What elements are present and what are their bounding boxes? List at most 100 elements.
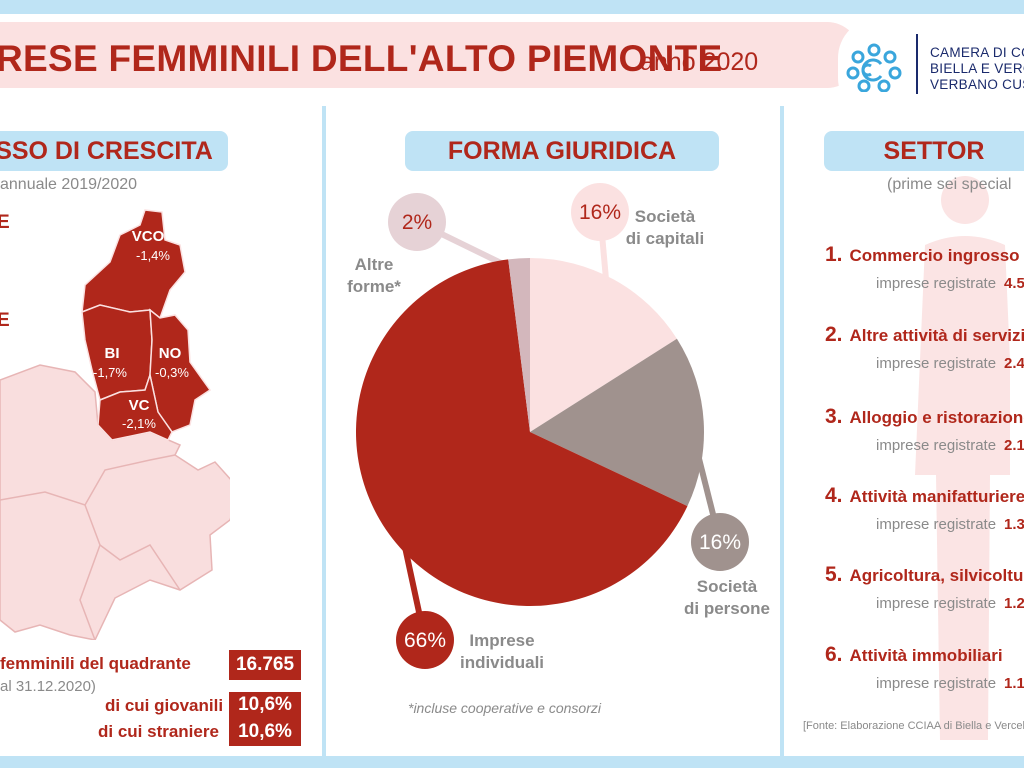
sector-item-5-registered: imprese registrate 1.28 [876, 595, 1024, 612]
sector-item-4-number: 4. [825, 484, 843, 507]
column-divider-left [322, 106, 326, 756]
sector-item-5-number: 5. [825, 563, 843, 586]
total-value: 16.765 [229, 650, 301, 680]
sector-item-2-reg-label: imprese registrate [876, 355, 997, 372]
sector-item-5-value: 1.28 [1004, 595, 1024, 612]
pie-bubble-persone [691, 513, 749, 571]
young-value: 10,6% [229, 692, 301, 718]
map-label-vco-code: VCO [132, 228, 165, 245]
sectors-header: SETTOR [824, 131, 1024, 171]
total-note: al 31.12.2020) [0, 678, 96, 695]
foreign-value: 10,6% [229, 718, 301, 746]
chamber-logo-icon [846, 43, 902, 92]
sector-item-2: 2. Altre attività di servizi [825, 323, 1024, 347]
sector-item-5: 5. Agricoltura, silvicoltur [825, 563, 1024, 587]
pie-label-persone: Società di persone [672, 576, 782, 620]
map-label-vc-value: -2,1% [122, 416, 156, 431]
map-label-no-value: -0,3% [155, 365, 189, 380]
map-province-vco [81, 209, 186, 320]
foreign-label: di cui straniere [98, 722, 219, 741]
sector-item-5-title: Agricoltura, silvicoltur [849, 566, 1024, 585]
pie-label-persone-line-1: Società [696, 577, 758, 596]
pie-bubble-capitali [571, 183, 629, 241]
sector-item-3-title: Alloggio e ristorazione [849, 408, 1024, 427]
sector-item-2-title: Altre attività di servizi [849, 326, 1024, 345]
pie-label-individuali-line-2: individuali [459, 653, 545, 672]
sector-item-1-registered: imprese registrate 4.51 [876, 275, 1024, 292]
title-year: anno 2020 [640, 48, 759, 76]
logo-area [838, 18, 1024, 118]
map-label-vc-code: VC [129, 397, 150, 414]
sector-item-4-registered: imprese registrate 1.38 [876, 516, 1024, 533]
pie-label-capitali: Società di capitali [610, 206, 720, 250]
woman-silhouette-icon [915, 176, 1010, 740]
sector-item-3-registered: imprese registrate 2.11 [876, 437, 1024, 454]
sector-item-6-title: Attività immobiliari [849, 646, 1003, 665]
sector-item-3-value: 2.11 [1004, 437, 1024, 454]
pie-label-capitali-line-2: di capitali [625, 229, 705, 248]
growth-subtitle: annuale 2019/2020 [0, 176, 138, 193]
sector-item-3-reg-label: imprese registrate [876, 437, 997, 454]
sector-item-5-reg-label: imprese registrate [876, 595, 997, 612]
map-inner-boundaries [0, 454, 181, 640]
sector-item-2-number: 2. [825, 323, 843, 346]
sector-item-1: 1. Commercio ingrosso e [825, 243, 1024, 267]
legal-form-pie-chart: 16% 16% 66% 2% [355, 183, 749, 669]
pie-bubble-altre [388, 193, 446, 251]
sector-item-4-reg-label: imprese registrate [876, 516, 997, 533]
pie-slice-persone [530, 338, 704, 507]
sectors-subtitle: (prime sei special [887, 176, 1012, 193]
pie-label-individuali-line-1: Imprese [469, 631, 535, 650]
map-province-vc [97, 372, 173, 441]
title-band [0, 22, 860, 88]
map-label-bi-code: BI [105, 345, 120, 362]
column-divider-right [780, 106, 784, 756]
growth-left-fragment-2: E [0, 310, 10, 331]
sector-item-2-registered: imprese registrate 2.41 [876, 355, 1024, 372]
pie-pct-persone: 16% [699, 531, 741, 554]
pie-label-persone-line-2: di persone [684, 599, 770, 618]
pie-pct-individuali: 66% [404, 629, 446, 652]
logo-line-1: CAMERA DI CO [930, 45, 1024, 60]
sector-item-6-value: 1.18 [1004, 675, 1024, 692]
legal-form-footnote: *incluse cooperative e consorzi [408, 700, 601, 716]
logo-line-2: BIELLA E VERC [930, 61, 1024, 76]
sector-item-6-number: 6. [825, 643, 843, 666]
logo-divider [916, 34, 918, 94]
sector-item-6-registered: imprese registrate 1.18 [876, 675, 1024, 692]
pie-pct-capitali: 16% [579, 201, 621, 224]
young-label: di cui giovanili [105, 696, 224, 715]
sector-item-4-title: Attività manifatturiere [849, 487, 1024, 506]
sector-item-1-value: 4.51 [1004, 275, 1024, 292]
pie-slice-individuali [355, 259, 688, 606]
growth-header: SSO DI CRESCITA [0, 131, 228, 171]
total-label: femminili del quadrante [0, 654, 191, 673]
map-label-bi-value: -1,7% [93, 365, 127, 380]
sector-item-1-reg-label: imprese registrate [876, 275, 997, 292]
pie-label-altre: Altre forme* [334, 254, 414, 298]
sector-item-3-number: 3. [825, 405, 843, 428]
pie-label-altre-line-1: Altre [354, 255, 394, 274]
pie-bubble-individuali [396, 611, 454, 669]
map-province-south [0, 364, 230, 640]
growth-left-fragment-1: E [0, 212, 10, 233]
sector-item-6-reg-label: imprese registrate [876, 675, 997, 692]
pie-pct-altre: 2% [402, 211, 432, 234]
piemonte-map: VCO -1,4% BI -1,7% NO -0,3% VC -2,1% [0, 209, 230, 640]
source-note: [Fonte: Elaborazione CCIAA di Biella e V… [803, 720, 1024, 732]
pie-slice-altre [508, 258, 530, 432]
pie-slice-capitali [530, 258, 677, 432]
sector-item-4-value: 1.38 [1004, 516, 1024, 533]
map-label-no-code: NO [159, 345, 182, 362]
sector-item-4: 4. Attività manifatturiere [825, 484, 1024, 508]
sector-item-6: 6. Attività immobiliari [825, 643, 1003, 667]
pie-label-altre-line-2: forme* [347, 277, 401, 296]
map-label-vco-value: -1,4% [136, 248, 170, 263]
sector-item-2-value: 2.41 [1004, 355, 1024, 372]
logo-line-3: VERBANO CUS [930, 77, 1024, 92]
legal-form-header: FORMA GIURIDICA [405, 131, 719, 171]
sector-item-3: 3. Alloggio e ristorazione [825, 405, 1024, 429]
pie-label-capitali-line-1: Società [634, 207, 696, 226]
page-title: RESE FEMMINILI DELL'ALTO PIEMONTE [0, 38, 723, 79]
pie-label-individuali: Imprese individuali [447, 630, 557, 674]
